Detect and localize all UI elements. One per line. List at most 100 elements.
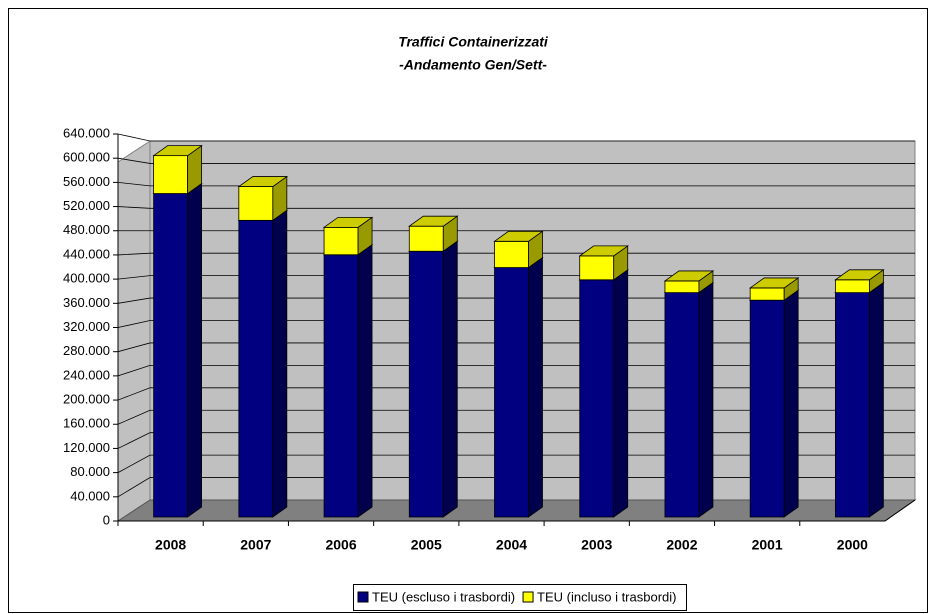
x-axis-depth (884, 499, 916, 522)
grid-line (117, 409, 915, 425)
bar (322, 243, 374, 518)
bar (834, 281, 885, 518)
grid-line (117, 387, 915, 401)
bar-top (493, 230, 544, 242)
x-tick-label: 2000 (837, 537, 868, 553)
bar-top (834, 269, 885, 281)
bar-face (323, 254, 359, 518)
bar-face (153, 155, 189, 194)
bar (408, 240, 459, 518)
bar-side (613, 269, 629, 518)
y-tick-label: 560.000 (63, 174, 110, 189)
x-tick-label: 2002 (666, 537, 697, 553)
bar-face (579, 255, 615, 281)
bar-top (152, 145, 203, 157)
bar (748, 289, 800, 518)
grid-line (117, 364, 915, 377)
y-tick-label: 0 (103, 512, 110, 527)
legend-label: TEU (incluso i trasbordi) (537, 589, 676, 604)
bar-face (238, 186, 274, 221)
bar (152, 144, 203, 195)
bar-top (237, 176, 289, 187)
bar-side (442, 240, 458, 518)
bar-face (408, 250, 444, 518)
bar-face (579, 279, 615, 518)
y-tick-label: 40.000 (70, 488, 110, 503)
legend-swatch (522, 591, 534, 603)
x-tick-label: 2006 (325, 537, 356, 553)
bar-top (663, 270, 715, 282)
bar-face (749, 299, 785, 518)
chart-title: Traffici Containerizzati (398, 34, 549, 50)
bar (834, 269, 885, 294)
grid-line (117, 157, 915, 164)
y-tick-label: 520.000 (63, 198, 110, 213)
bar-face (664, 292, 700, 518)
bar-side (868, 281, 884, 518)
legend-swatch (357, 591, 369, 603)
bar-face (494, 267, 529, 518)
bar (237, 175, 289, 222)
bar (493, 256, 544, 518)
bar (663, 281, 715, 518)
bar (663, 270, 715, 294)
grid-line (117, 297, 915, 304)
x-tick-label: 2007 (240, 537, 271, 553)
bar-side (783, 289, 799, 518)
grid-line (117, 133, 915, 142)
y-tick-label: 240.000 (63, 367, 110, 382)
bar-face (323, 226, 359, 256)
x-tick-label: 2001 (752, 537, 783, 553)
y-tick-label: 600.000 (63, 150, 110, 165)
y-tick-label: 160.000 (63, 416, 110, 431)
x-tick-label: 2003 (581, 537, 612, 553)
y-tick-label: 640.000 (63, 125, 110, 140)
bar-side (272, 209, 288, 518)
y-tick-label: 280.000 (63, 343, 110, 358)
bar-top (322, 216, 374, 228)
bar (578, 245, 629, 281)
x-tick-label: 2004 (496, 537, 527, 553)
grid-line (117, 454, 915, 473)
legend-label: TEU (escluso i trasbordi) (372, 589, 515, 604)
bar-face (494, 240, 529, 268)
bar (748, 277, 800, 301)
grid-line (117, 320, 915, 328)
bar (152, 182, 203, 518)
y-tick-label: 80.000 (70, 464, 110, 479)
y-tick-label: 480.000 (63, 222, 110, 237)
bar-face (749, 287, 785, 301)
x-tick-label: 2008 (155, 537, 186, 553)
grid-line (117, 206, 915, 209)
bar-side (187, 182, 203, 518)
bar-face (834, 279, 870, 294)
legend-box (353, 584, 687, 611)
bar (408, 215, 459, 253)
y-tick-label: 120.000 (63, 440, 110, 455)
bar (322, 216, 374, 256)
grid-line (117, 181, 915, 187)
y-tick-label: 440.000 (63, 246, 110, 261)
y-tick-label: 400.000 (63, 271, 110, 286)
bar-face (834, 292, 870, 518)
bar-face (408, 225, 444, 252)
y-tick-label: 320.000 (63, 319, 110, 334)
grid-line (117, 275, 915, 280)
bar-side (357, 243, 373, 518)
grid-line (117, 252, 915, 256)
bar-side (698, 281, 714, 518)
bar (578, 269, 629, 518)
y-tick-label: 200.000 (63, 392, 110, 407)
bar-face (153, 193, 189, 518)
bar (493, 230, 544, 269)
bar-face (664, 280, 700, 294)
bar-side (528, 256, 543, 518)
grid-line (117, 432, 915, 449)
grid-line (117, 342, 915, 353)
x-tick-label: 2005 (411, 537, 442, 553)
bar (237, 209, 289, 518)
y-tick-label: 360.000 (63, 295, 110, 310)
bar-top (748, 277, 800, 289)
grid-line (117, 477, 915, 498)
